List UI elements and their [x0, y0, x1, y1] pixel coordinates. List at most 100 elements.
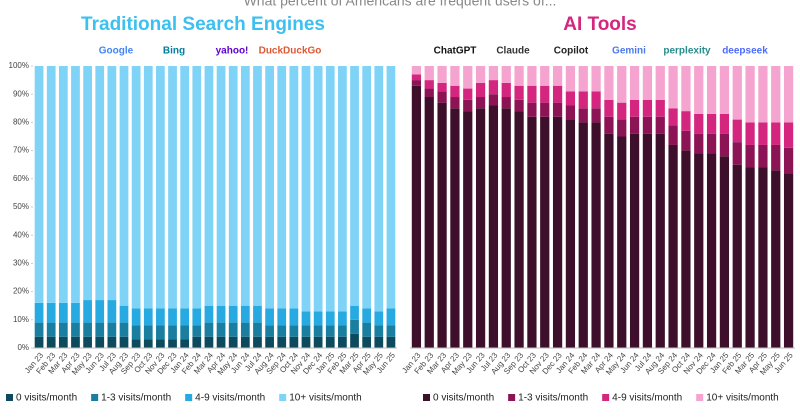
bar-segment — [552, 102, 563, 117]
bar-segment — [362, 66, 372, 309]
bar-segment — [301, 66, 311, 312]
bar-segment — [732, 164, 742, 348]
bar-segment — [240, 305, 250, 323]
bar-segment — [514, 111, 524, 349]
bar-segment — [119, 336, 129, 348]
bar-segment — [374, 336, 384, 348]
bar-segment — [668, 66, 678, 109]
y-tick-label: 90% — [13, 89, 29, 98]
y-tick-label: 100% — [9, 61, 29, 70]
bar-segment — [301, 311, 311, 326]
bar-segment — [204, 66, 214, 306]
bar-segment — [745, 144, 755, 168]
bar-segment — [71, 66, 80, 303]
bar-segment — [265, 336, 274, 348]
legend-label: 4-9 visits/month — [612, 393, 682, 404]
bar-segment — [450, 108, 460, 348]
bar-segment — [604, 133, 614, 348]
bar-segment — [386, 308, 396, 326]
bar-segment — [629, 66, 640, 100]
bar-segment — [107, 322, 117, 337]
bar-segment — [131, 66, 141, 309]
bar-segment — [325, 336, 335, 348]
bar-segment — [540, 116, 550, 348]
bar-segment — [313, 325, 323, 337]
bar-segment — [437, 66, 447, 83]
bar-segment — [350, 66, 359, 306]
legend-label: 10+ visits/month — [706, 393, 779, 404]
bar-segment — [565, 105, 576, 120]
bar-segment — [540, 102, 550, 117]
legend-swatch — [279, 394, 287, 401]
bar-segment — [668, 108, 678, 126]
bar-segment — [732, 142, 742, 165]
logo: Gemini — [612, 46, 646, 57]
bar-segment — [325, 325, 335, 337]
bar-segment — [180, 339, 190, 348]
bar-segment — [192, 336, 202, 348]
bar-segment — [668, 125, 678, 145]
bar-segment — [475, 82, 486, 98]
bar-segment — [192, 308, 202, 326]
bar-segment — [277, 66, 287, 309]
bar-segment — [362, 308, 372, 323]
bar-segment — [156, 339, 165, 348]
bar-segment — [642, 66, 653, 100]
bar-segment — [240, 66, 250, 306]
bar-segment — [591, 66, 601, 92]
bar-segment — [578, 66, 588, 92]
chart-title: Traditional Search Engines — [81, 14, 325, 35]
bar-segment — [71, 336, 80, 348]
bar-segment — [758, 122, 768, 145]
logo: DuckDuckGo — [259, 46, 322, 57]
bar-segment — [313, 311, 323, 326]
bar-segment — [34, 322, 44, 337]
bar-segment — [95, 322, 105, 337]
bar-segment — [374, 325, 384, 337]
bar-segment — [338, 311, 347, 326]
bar-segment — [350, 333, 359, 348]
bar-segment — [156, 308, 165, 326]
bar-segment — [253, 336, 262, 348]
bar-segment — [706, 113, 717, 134]
bar-segment — [83, 322, 92, 337]
bar-segment — [681, 66, 691, 112]
bar-segment — [143, 325, 153, 340]
bar-segment — [578, 122, 588, 349]
bar-segment — [501, 108, 511, 348]
bar-segment — [681, 130, 691, 151]
legend-swatch — [602, 394, 610, 401]
legend-label: 10+ visits/month — [289, 393, 362, 404]
bar-segment — [642, 99, 653, 117]
bar-segment — [732, 119, 742, 143]
bar-segment — [565, 91, 576, 106]
bar-segment — [83, 300, 92, 323]
bar-segment — [681, 150, 691, 348]
bar-segment — [192, 66, 202, 309]
bar-segment — [681, 111, 691, 131]
bar-segment — [350, 319, 359, 334]
logo: yahoo! — [216, 46, 249, 57]
bar-segment — [694, 153, 704, 348]
bar-segment — [374, 311, 384, 326]
bar-segment — [350, 305, 359, 320]
y-tick-label: 20% — [13, 287, 29, 296]
logo: Google — [99, 46, 134, 57]
bar-segment — [552, 85, 563, 103]
bar-segment — [168, 66, 177, 309]
bar-segment — [277, 325, 287, 337]
bar-segment — [338, 325, 347, 337]
bar-segment — [253, 322, 262, 337]
legend-swatch — [696, 394, 704, 401]
bar-segment — [338, 66, 347, 312]
legend-swatch — [423, 394, 430, 401]
bar-segment — [192, 325, 202, 337]
bar-segment — [216, 66, 226, 306]
bar-segment — [745, 66, 755, 123]
bar-segment — [540, 66, 550, 86]
bar-segment — [325, 311, 335, 326]
bar-segment — [83, 66, 92, 301]
bar-segment — [424, 97, 434, 349]
bar-segment — [301, 336, 311, 348]
bar-segment — [95, 336, 105, 348]
